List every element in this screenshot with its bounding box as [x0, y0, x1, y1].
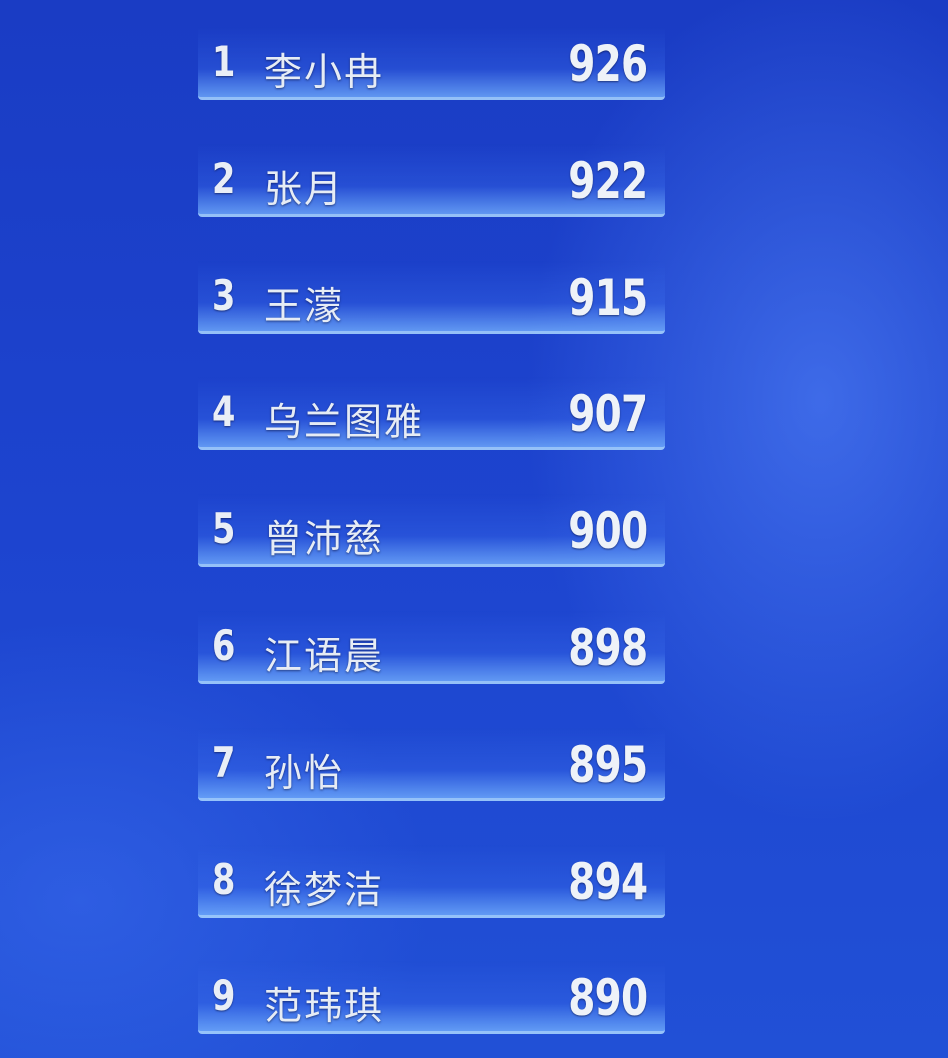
score-value: 915	[567, 268, 648, 327]
rank-number: 4	[212, 387, 235, 437]
rank-number: 8	[212, 854, 235, 904]
leaderboard-row: 7 孙怡 895	[198, 727, 665, 801]
leaderboard-row: 5 曾沛慈 900	[198, 494, 665, 568]
leaderboard-row: 1 李小冉 926	[198, 27, 665, 100]
leaderboard-row: 4 乌兰图雅 907	[198, 377, 665, 451]
contestant-name: 孙怡	[264, 750, 345, 795]
leaderboard-row: 6 江语晨 898	[198, 611, 665, 684]
score-value: 894	[567, 852, 648, 911]
leaderboard-row: 2 张月 922	[198, 143, 665, 217]
score-value: 890	[567, 969, 648, 1028]
score-value: 907	[567, 385, 648, 444]
rank-number: 9	[212, 971, 235, 1021]
contestant-name: 徐梦洁	[264, 867, 385, 912]
contestant-name: 张月	[264, 166, 345, 211]
contestant-name: 李小冉	[264, 50, 385, 94]
rank-number: 5	[212, 504, 235, 554]
score-value: 926	[567, 35, 648, 93]
rank-number: 3	[212, 270, 235, 320]
leaderboard-row: 9 范玮琪 890	[198, 961, 665, 1035]
score-value: 895	[567, 735, 648, 794]
contestant-name: 范玮琪	[264, 984, 385, 1029]
rank-number: 7	[212, 737, 235, 787]
leaderboard-row: 8 徐梦洁 894	[198, 844, 665, 918]
rank-number: 6	[212, 621, 235, 670]
rank-number: 1	[212, 37, 235, 86]
contestant-name: 江语晨	[264, 634, 385, 678]
score-value: 898	[567, 619, 648, 677]
score-value: 922	[567, 151, 648, 210]
contestant-name: 王濛	[264, 283, 345, 328]
score-value: 900	[567, 502, 648, 561]
leaderboard-row: 3 王濛 915	[198, 260, 665, 334]
contestant-name: 乌兰图雅	[264, 400, 425, 445]
contestant-name: 曾沛慈	[264, 517, 385, 562]
rank-number: 2	[212, 153, 235, 203]
